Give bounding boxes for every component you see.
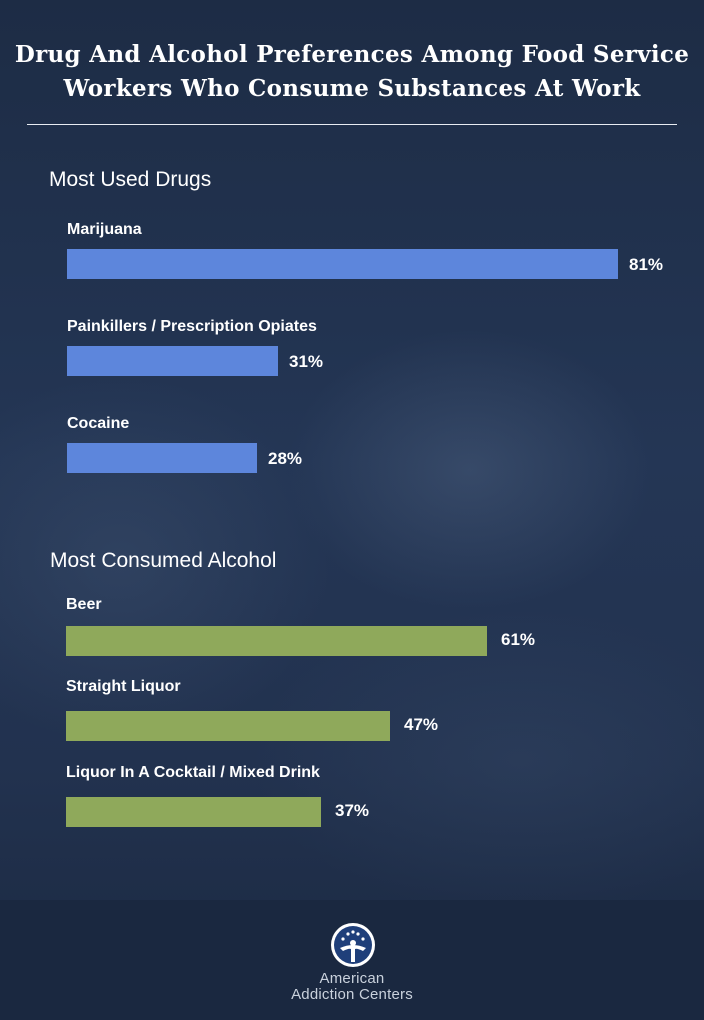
brand-name-line1: American [319,970,385,987]
bar-label-marijuana: Marijuana [67,221,142,238]
section-title-alcohol: Most Consumed Alcohol [50,549,277,572]
section-title-drugs: Most Used Drugs [49,168,212,191]
chart-title: Drug And Alcohol Preferences Among Food … [14,41,690,102]
bar-cocaine [67,443,257,473]
bar-value-marijuana: 81% [629,255,664,274]
bar-label-cocktail: Liquor In A Cocktail / Mixed Drink [66,764,320,781]
bar-cocktail [66,797,321,827]
bar-label-cocaine: Cocaine [67,415,130,432]
american-addiction-centers-logo-icon [331,923,375,967]
bar-marijuana [67,249,618,279]
bar-painkillers [67,346,278,376]
bar-beer [66,626,487,656]
bar-value-cocaine: 28% [268,449,303,468]
bar-label-straight-liquor: Straight Liquor [66,678,181,695]
brand-name-line2: Addiction Centers [291,986,413,1003]
bar-straight-liquor [66,711,390,741]
bar-value-beer: 61% [501,630,536,649]
title-divider [27,124,677,125]
bar-value-straight-liquor: 47% [404,715,439,734]
bar-value-cocktail: 37% [335,801,370,820]
bar-value-painkillers: 31% [289,352,324,371]
bar-label-beer: Beer [66,596,102,613]
bar-label-painkillers: Painkillers / Prescription Opiates [67,318,317,335]
